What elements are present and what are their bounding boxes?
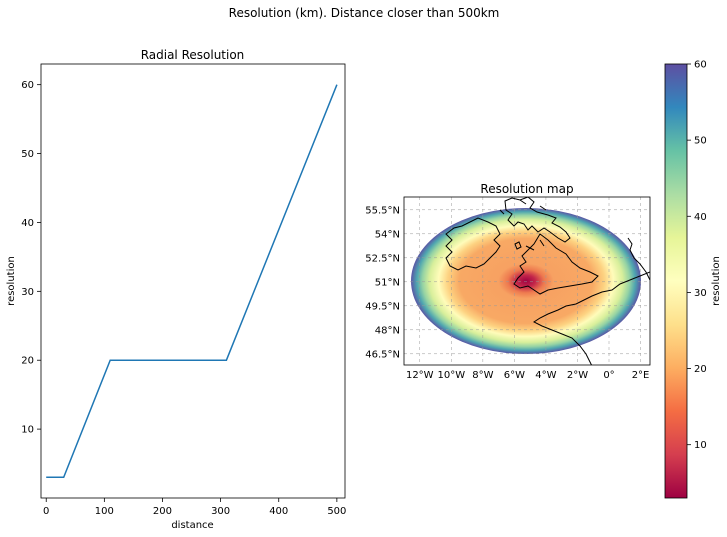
colorbar-gradient xyxy=(664,63,688,499)
figure-title: Resolution (km). Distance closer than 50… xyxy=(229,6,500,20)
line-chart-y-axis-label: resolution xyxy=(6,256,17,306)
map-lat-tick-label: 48°N xyxy=(375,325,400,336)
map-resolution-field xyxy=(411,208,641,354)
resolution-map: Resolution map 12°W 10°W 8°W 6°W 4°W 2°W 0° 2°E… xyxy=(365,182,651,381)
map-title: Resolution map xyxy=(480,182,573,196)
map-lon-tick-label: 2°E xyxy=(632,370,650,381)
line-chart-y-ticks: 10 20 30 40 50 60 xyxy=(21,80,41,436)
map-lat-tick-label: 55.5°N xyxy=(365,205,400,216)
map-lon-tick-label: 10°W xyxy=(437,370,465,381)
line-chart-series-line xyxy=(46,84,338,479)
map-lon-tick-label: 4°W xyxy=(535,370,556,381)
line-chart-x-ticks: 0 100 200 300 400 500 xyxy=(43,498,346,517)
line-chart-y-tick-label: 20 xyxy=(21,356,34,367)
line-chart-x-tick-label: 0 xyxy=(43,506,49,517)
map-lon-tick-label: 0° xyxy=(603,370,614,381)
line-chart-x-tick-label: 200 xyxy=(153,506,172,517)
map-lat-tick-label: 54°N xyxy=(375,229,400,240)
colorbar-tick-label: 20 xyxy=(694,364,707,375)
map-lat-tick-label: 49.5°N xyxy=(365,301,400,312)
colorbar-label: resolution xyxy=(711,256,722,306)
line-chart-y-tick-label: 30 xyxy=(21,287,34,298)
map-lat-tick-label: 51°N xyxy=(375,277,400,288)
map-lon-tick-label: 8°W xyxy=(472,370,493,381)
map-latitude-ticks: 46.5°N 48°N 49.5°N 51°N 52.5°N 54°N 55.5°N xyxy=(365,205,400,360)
line-chart-y-tick-label: 40 xyxy=(21,218,34,229)
map-lat-tick-label: 52.5°N xyxy=(365,253,400,264)
map-frame xyxy=(403,196,651,366)
line-chart-x-axis-label: distance xyxy=(171,520,213,531)
line-chart-x-tick-label: 400 xyxy=(269,506,288,517)
line-chart-x-tick-label: 100 xyxy=(95,506,114,517)
line-chart-y-tick-label: 50 xyxy=(21,149,34,160)
colorbar-tick-label: 10 xyxy=(694,440,707,451)
line-chart-y-tick-label: 10 xyxy=(21,425,34,436)
colorbar-tick-label: 30 xyxy=(694,288,707,299)
colorbar-tick-label: 60 xyxy=(694,60,707,71)
map-longitude-ticks: 12°W 10°W 8°W 6°W 4°W 2°W 0° 2°E xyxy=(406,370,649,381)
line-chart-x-tick-label: 500 xyxy=(327,506,346,517)
map-lat-tick-label: 46.5°N xyxy=(365,349,400,360)
colorbar-tick-label: 50 xyxy=(694,136,707,147)
colorbar-ticks: 10 20 30 40 50 60 xyxy=(687,60,707,451)
map-lon-tick-label: 12°W xyxy=(406,370,434,381)
colorbar: 10 20 30 40 50 60 resolution xyxy=(664,60,722,499)
map-lon-tick-label: 6°W xyxy=(504,370,525,381)
line-chart: Radial Resolution 10 20 30 40 50 60 0 100 200 30… xyxy=(6,48,346,531)
map-lon-tick-label: 2°W xyxy=(567,370,588,381)
line-chart-title: Radial Resolution xyxy=(141,48,245,62)
colorbar-tick-label: 40 xyxy=(694,212,707,223)
map-gridlines xyxy=(404,197,650,365)
line-chart-x-tick-label: 300 xyxy=(211,506,230,517)
map-coastlines xyxy=(445,197,650,365)
line-chart-frame xyxy=(40,63,346,499)
line-chart-y-tick-label: 60 xyxy=(21,80,34,91)
